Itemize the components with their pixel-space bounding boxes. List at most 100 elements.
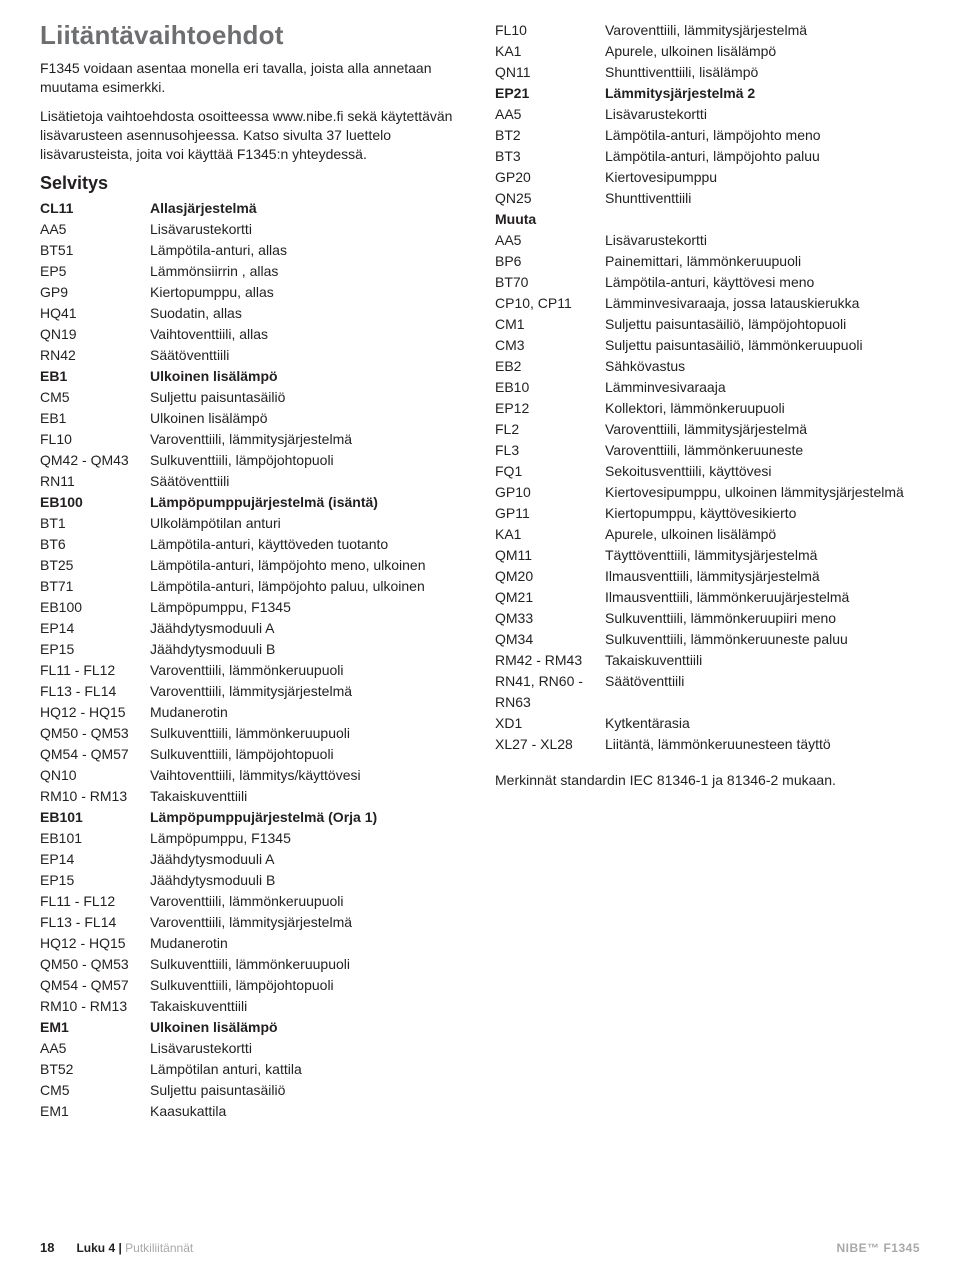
- definition-desc: Lämmitysjärjestelmä 2: [605, 83, 920, 104]
- definition-desc: Lämminvesivaraaja, jossa latauskierukka: [605, 293, 920, 314]
- footer-left: 18 Luku 4 | Putkiliitännät: [40, 1240, 193, 1255]
- right-column: FL10 Varoventtiili, lämmitysjärjestelmä KA…: [495, 20, 920, 1122]
- chapter-name: Luku 4 |: [76, 1241, 125, 1255]
- definition-desc: Sekoitusventtiili, käyttövesi: [605, 461, 920, 482]
- definition-row: GP9Kiertopumppu, allas: [40, 282, 465, 303]
- definition-row: QM33Sulkuventtiili, lämmönkeruupiiri men…: [495, 608, 920, 629]
- definition-desc: Apurele, ulkoinen lisälämpö: [605, 524, 920, 545]
- definition-row: QN11Shunttiventtiili, lisälämpö: [495, 62, 920, 83]
- definition-code: FL13 - FL14: [40, 912, 150, 933]
- definition-row: EP5Lämmönsiirrin , allas: [40, 261, 465, 282]
- definition-desc: Lämpöpumppu, F1345: [150, 828, 465, 849]
- definition-code: FL2: [495, 419, 605, 440]
- definition-list-left: CL11AllasjärjestelmäAA5Lisävarustekortti…: [40, 198, 465, 1122]
- definition-desc: Lämpötila-anturi, lämpöjohto paluu: [605, 146, 920, 167]
- definition-row: EB100Lämpöpumppu, F1345: [40, 597, 465, 618]
- definition-code: QM34: [495, 629, 605, 650]
- definition-row: CM1Suljettu paisuntasäiliö, lämpöjohtopu…: [495, 314, 920, 335]
- definition-code: QM11: [495, 545, 605, 566]
- definition-row: QM20Ilmausventtiili, lämmitysjärjestelmä: [495, 566, 920, 587]
- definition-code: QN25: [495, 188, 605, 209]
- definition-desc: Säätöventtiili: [150, 345, 465, 366]
- definition-desc: Takaiskuventtiili: [605, 650, 920, 671]
- definition-desc: Ilmausventtiili, lämmönkeruujärjestelmä: [605, 587, 920, 608]
- page: Liitäntävaihtoehdot F1345 voidaan asenta…: [0, 0, 960, 1273]
- definition-code: XD1: [495, 713, 605, 734]
- definition-row: FL11 - FL12Varoventtiili, lämmönkeruupuo…: [40, 891, 465, 912]
- definition-code: GP20: [495, 167, 605, 188]
- definition-desc: Shunttiventtiili: [605, 188, 920, 209]
- definition-row: EP14Jäähdytysmoduuli A: [40, 618, 465, 639]
- definition-desc: Säätöventtiili: [150, 471, 465, 492]
- definition-row: QM50 - QM53Sulkuventtiili, lämmönkeruupu…: [40, 954, 465, 975]
- definition-row: CP10, CP11Lämminvesivaraaja, jossa latau…: [495, 293, 920, 314]
- definition-row: BT52Lämpötilan anturi, kattila: [40, 1059, 465, 1080]
- definition-code: BP6: [495, 251, 605, 272]
- definition-desc: Lämpötilan anturi, kattila: [150, 1059, 465, 1080]
- definition-code: QM20: [495, 566, 605, 587]
- definition-code: BT3: [495, 146, 605, 167]
- definition-desc: Varoventtiili, lämmitysjärjestelmä: [605, 419, 920, 440]
- definition-desc: Painemittari, lämmönkeruupuoli: [605, 251, 920, 272]
- definition-row: RM10 - RM13Takaiskuventtiili: [40, 996, 465, 1017]
- definition-row: EB101Lämpöpumppu, F1345: [40, 828, 465, 849]
- definition-row: XL27 - XL28Liitäntä, lämmönkeruunesteen …: [495, 734, 920, 755]
- definition-row: AA5Lisävarustekortti: [40, 1038, 465, 1059]
- definition-code: CM1: [495, 314, 605, 335]
- definition-row: BT71Lämpötila-anturi, lämpöjohto paluu, …: [40, 576, 465, 597]
- definition-code: CM5: [40, 1080, 150, 1101]
- definition-desc: Täyttöventtiili, lämmitysjärjestelmä: [605, 545, 920, 566]
- definition-desc: Suljettu paisuntasäiliö: [150, 1080, 465, 1101]
- definition-row: EB1Ulkoinen lisälämpö: [40, 408, 465, 429]
- definition-row: QM54 - QM57Sulkuventtiili, lämpöjohtopuo…: [40, 744, 465, 765]
- definition-code: GP10: [495, 482, 605, 503]
- definition-code: FL10: [495, 20, 605, 41]
- definition-row: RN41, RN60 - RN63Säätöventtiili: [495, 671, 920, 713]
- definition-code: QM33: [495, 608, 605, 629]
- definition-code: KA1: [495, 524, 605, 545]
- definition-row: QN19Vaihtoventtiili, allas: [40, 324, 465, 345]
- definition-row: Muuta: [495, 209, 920, 230]
- definition-row: EP21Lämmitysjärjestelmä 2: [495, 83, 920, 104]
- definition-code: EB100: [40, 492, 150, 513]
- definition-code: XL27 - XL28: [495, 734, 605, 755]
- definition-code: GP9: [40, 282, 150, 303]
- definition-row: AA5Lisävarustekortti: [40, 219, 465, 240]
- definition-code: EB10: [495, 377, 605, 398]
- definition-row: EM1Ulkoinen lisälämpö: [40, 1017, 465, 1038]
- definition-code: EB1: [40, 408, 150, 429]
- definition-row: HQ12 - HQ15Mudanerotin: [40, 933, 465, 954]
- definition-code: AA5: [40, 1038, 150, 1059]
- definition-code: EP12: [495, 398, 605, 419]
- definition-desc: Lämmönsiirrin , allas: [150, 261, 465, 282]
- definition-row: HQ12 - HQ15Mudanerotin: [40, 702, 465, 723]
- definition-code: EP5: [40, 261, 150, 282]
- definition-row: BT25Lämpötila-anturi, lämpöjohto meno, u…: [40, 555, 465, 576]
- definition-desc: Lisävarustekortti: [605, 104, 920, 125]
- definition-code: AA5: [40, 219, 150, 240]
- definition-desc: Varoventtiili, lämmitysjärjestelmä: [150, 681, 465, 702]
- definition-code: BT1: [40, 513, 150, 534]
- definition-row: CL11Allasjärjestelmä: [40, 198, 465, 219]
- definition-code: CP10, CP11: [495, 293, 605, 314]
- definition-desc: Suljettu paisuntasäiliö, lämmönkeruupuol…: [605, 335, 920, 356]
- intro-para-2: Lisätietoja vaihtoehdosta osoitteessa ww…: [40, 107, 465, 164]
- definition-desc: Shunttiventtiili, lisälämpö: [605, 62, 920, 83]
- definition-desc: Lämpötila-anturi, allas: [150, 240, 465, 261]
- chapter-subtitle: Putkiliitännät: [125, 1241, 193, 1255]
- definition-desc: Ulkolämpötilan anturi: [150, 513, 465, 534]
- definition-row: QM54 - QM57Sulkuventtiili, lämpöjohtopuo…: [40, 975, 465, 996]
- definition-code: HQ12 - HQ15: [40, 933, 150, 954]
- definition-row: EP12Kollektori, lämmönkeruupuoli: [495, 398, 920, 419]
- definition-desc: Kollektori, lämmönkeruupuoli: [605, 398, 920, 419]
- definition-code: FL13 - FL14: [40, 681, 150, 702]
- definition-desc: Lämpöpumppujärjestelmä (Orja 1): [150, 807, 465, 828]
- definition-desc: Vaihtoventtiili, lämmitys/käyttövesi: [150, 765, 465, 786]
- definition-desc: Lämpötila-anturi, lämpöjohto meno: [605, 125, 920, 146]
- definition-code: EP14: [40, 849, 150, 870]
- definition-desc: Sulkuventtiili, lämpöjohtopuoli: [150, 450, 465, 471]
- definition-desc: Lämpöpumppu, F1345: [150, 597, 465, 618]
- definition-code: RN41, RN60 - RN63: [495, 671, 605, 713]
- definition-row: RM42 - RM43Takaiskuventtiili: [495, 650, 920, 671]
- definition-desc: Suljettu paisuntasäiliö: [150, 387, 465, 408]
